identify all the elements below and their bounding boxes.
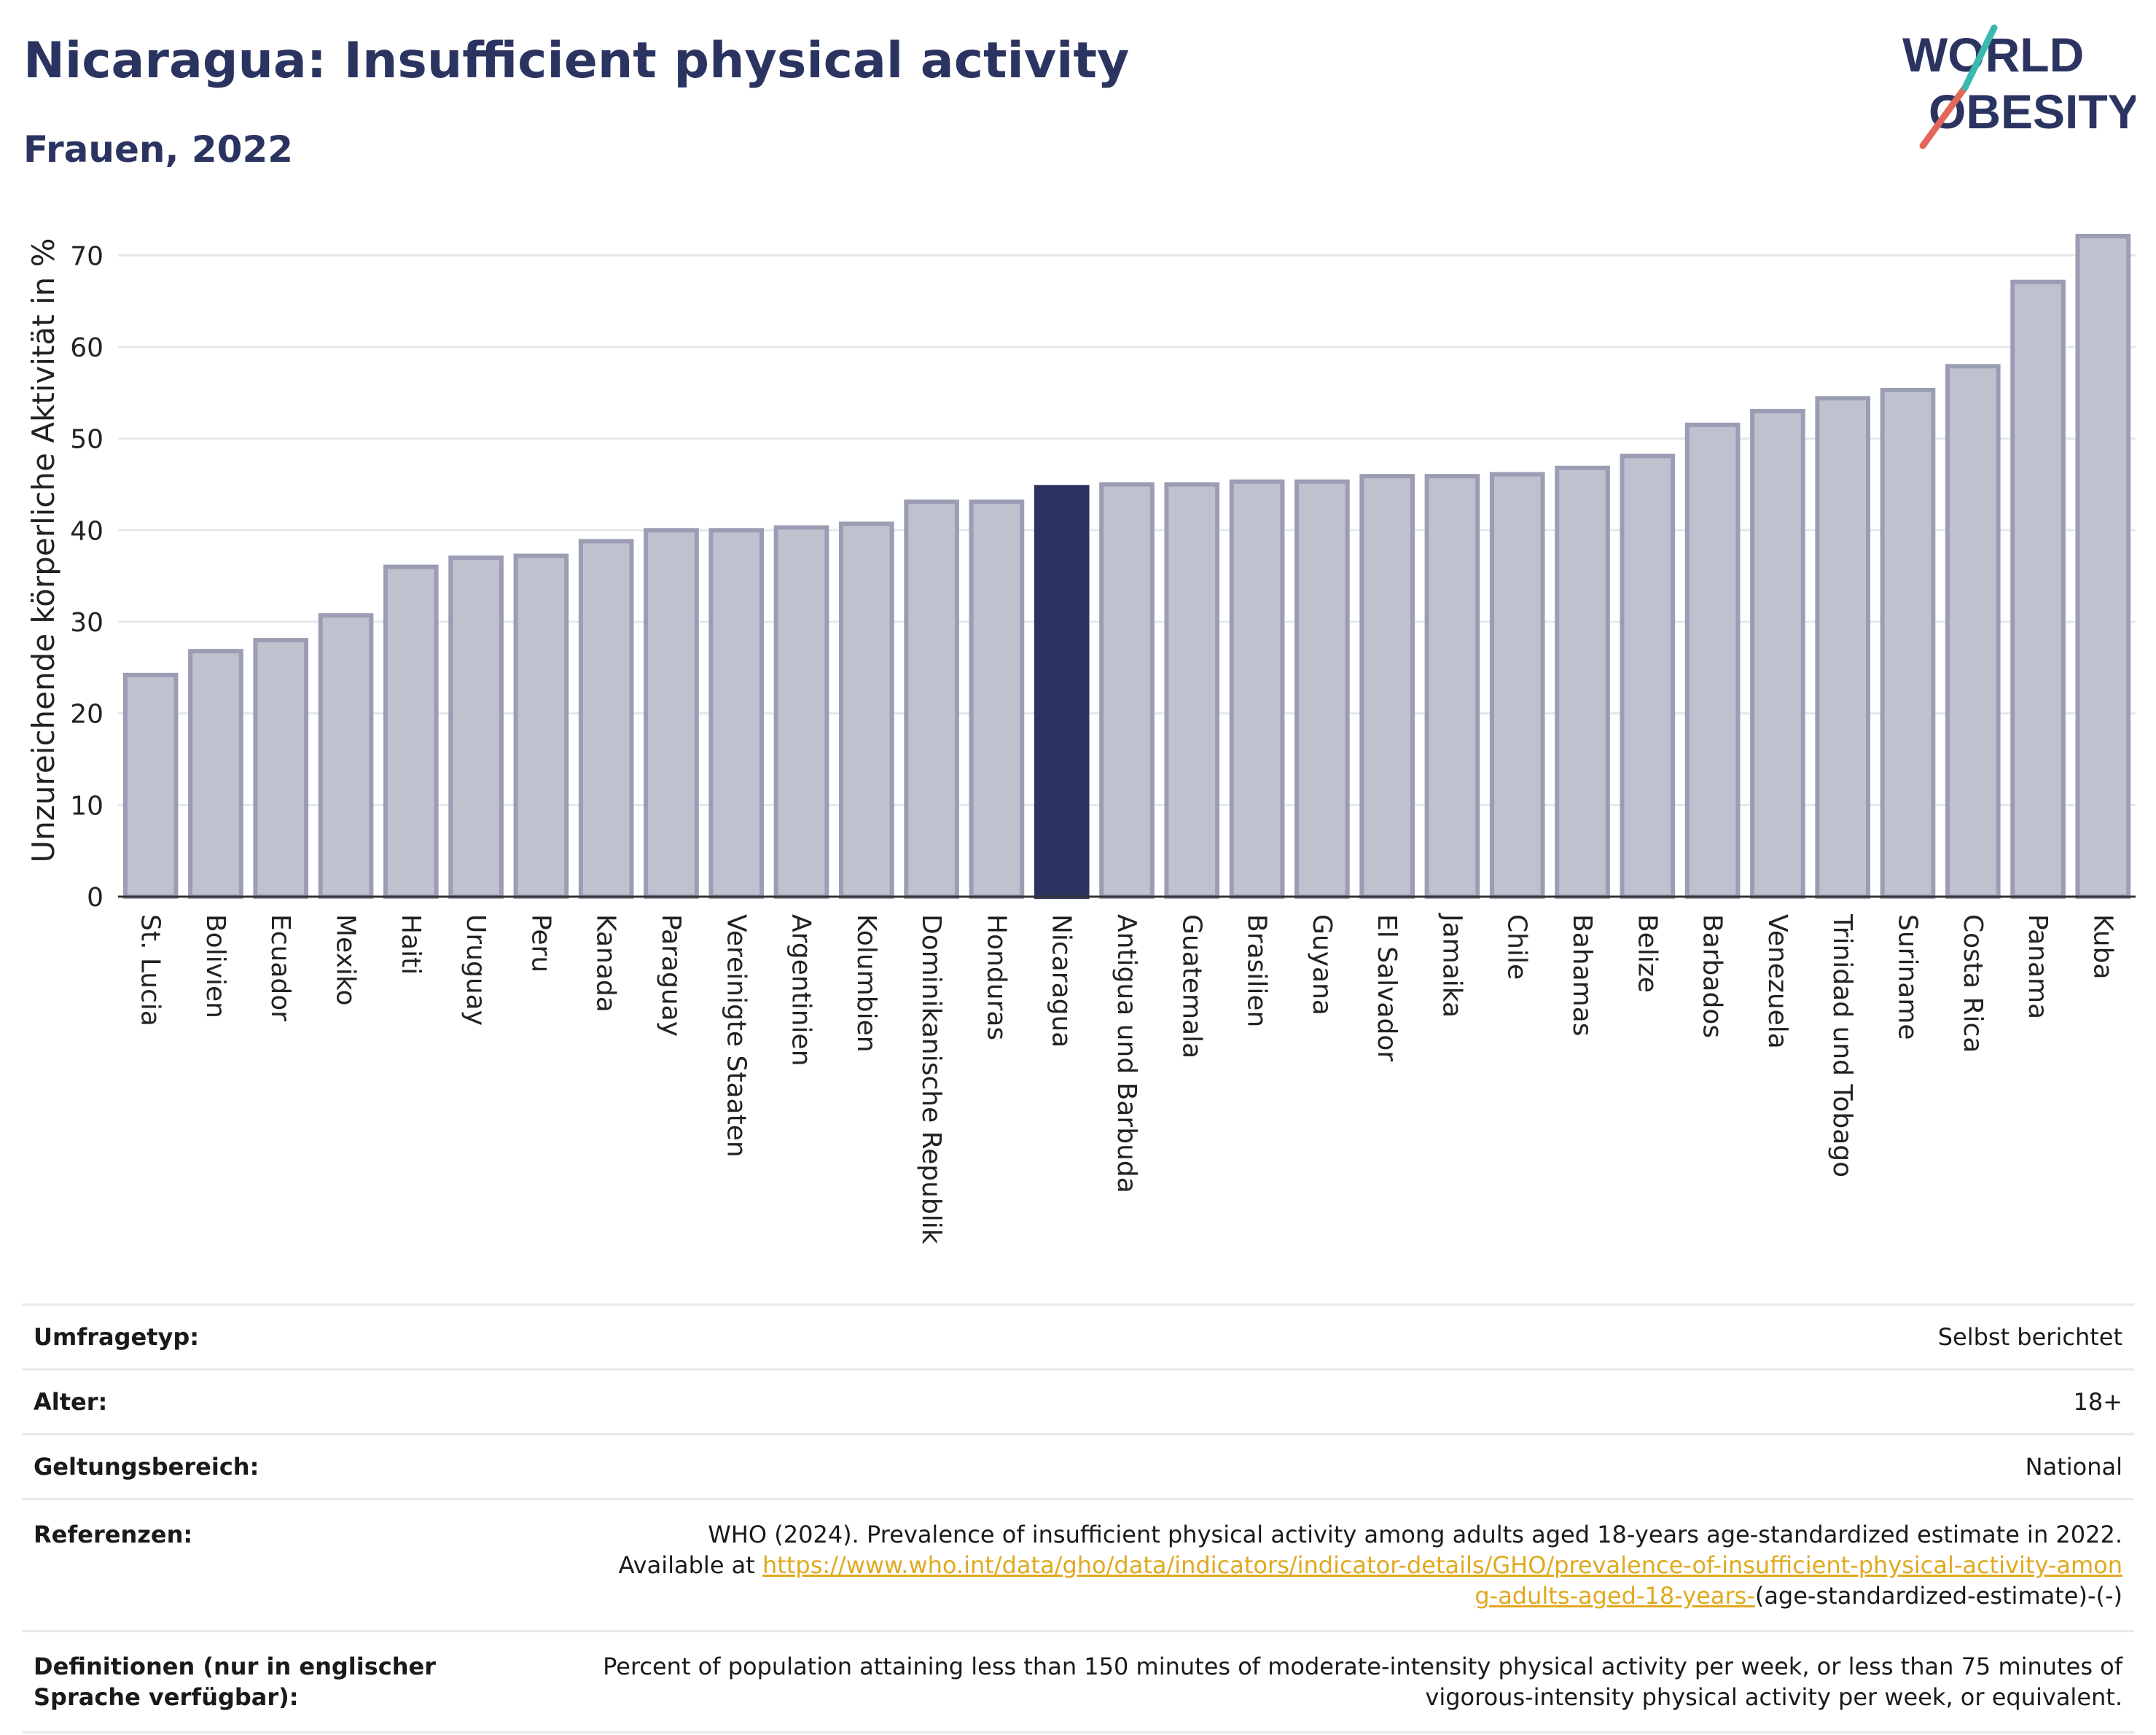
info-row-references: Referenzen: WHO (2024). Prevalence of in… xyxy=(22,1498,2134,1630)
bar-highlight xyxy=(1034,485,1090,899)
x-tick-label: Guyana xyxy=(1307,914,1337,1015)
x-tick-label: Haiti xyxy=(396,914,426,975)
y-tick-label: 60 xyxy=(70,333,103,363)
bar xyxy=(1555,465,1610,899)
bar xyxy=(1359,474,1415,899)
bar xyxy=(1099,482,1155,899)
bar xyxy=(1164,482,1220,899)
bar xyxy=(513,553,569,900)
x-tick-label: Suriname xyxy=(1892,914,1922,1040)
y-tick-label: 0 xyxy=(87,883,103,913)
definitions-value: Percent of population attaining less tha… xyxy=(603,1653,2122,1711)
y-tick-label: 10 xyxy=(70,791,103,821)
x-tick-label: Ecuador xyxy=(265,914,295,1021)
x-tick-label: Barbados xyxy=(1698,914,1727,1038)
definitions-label: Definitionen (nur in englischer Sprache … xyxy=(34,1653,436,1711)
bar xyxy=(1815,396,1871,899)
references-label: Referenzen: xyxy=(34,1521,193,1548)
bar xyxy=(253,638,309,899)
survey-type-label: Umfragetyp: xyxy=(34,1323,200,1351)
x-tick-label: Trinidad und Tobago xyxy=(1827,913,1857,1177)
x-tick-label: Honduras xyxy=(981,914,1011,1040)
bar xyxy=(1620,453,1676,899)
bar xyxy=(1489,472,1545,899)
x-tick-label: Mexiko xyxy=(331,914,361,1005)
scope-label: Geltungsbereich: xyxy=(34,1453,259,1481)
x-tick-label: Nicaragua xyxy=(1047,914,1077,1048)
axes: 0 10 20 30 40 50 60 70 St. Lucia Bolivien Ecuador M… xyxy=(70,241,2136,1244)
bar xyxy=(644,528,699,899)
bar xyxy=(969,499,1025,899)
bar xyxy=(839,521,894,899)
references-suffix: (age-standardized-estimate)-(-) xyxy=(1754,1582,2122,1610)
bar xyxy=(708,528,765,899)
x-tick-label: St. Lucia xyxy=(136,914,165,1026)
survey-type-value: Selbst berichtet xyxy=(1937,1323,2122,1351)
logo-slash-red xyxy=(1919,84,1969,149)
x-tick-label: Kanada xyxy=(591,914,621,1013)
bar xyxy=(188,649,243,900)
bar xyxy=(2010,279,2066,900)
references-text: WHO (2024). Prevalence of insufficient p… xyxy=(618,1521,2122,1579)
bar xyxy=(122,672,179,899)
x-tick-label: Belize xyxy=(1632,914,1662,993)
x-tick-label: Dominikanische Republik xyxy=(916,914,946,1244)
x-tick-label: Guatemala xyxy=(1176,914,1206,1058)
bar xyxy=(578,539,634,899)
references-link[interactable]: https://www.who.int/data/gho/data/indica… xyxy=(762,1551,2122,1610)
bar xyxy=(773,525,829,899)
info-table: Umfragetyp: Selbst berichtet Alter: 18+ … xyxy=(22,1303,2134,1734)
world-obesity-logo: WORLD OBESITY xyxy=(1902,22,2140,153)
age-label: Alter: xyxy=(34,1388,108,1416)
bar xyxy=(904,499,959,899)
x-tick-label: Paraguay xyxy=(656,914,686,1037)
references-value: WHO (2024). Prevalence of insufficient p… xyxy=(558,1519,2122,1611)
x-tick-label: El Salvador xyxy=(1372,914,1402,1061)
bar xyxy=(1684,422,1741,899)
bar xyxy=(1424,474,1480,899)
x-tick-label: Chile xyxy=(1502,914,1532,980)
x-tick-label: Argentinien xyxy=(786,914,816,1067)
x-tick-label: Jamaika xyxy=(1437,913,1466,1018)
x-tick-label: Bolivien xyxy=(200,914,230,1018)
age-value: 18+ xyxy=(2073,1388,2122,1416)
chart-subtitle: Frauen, 2022 xyxy=(23,128,294,171)
logo-slash-teal xyxy=(1961,24,1998,91)
x-tick-label: Brasilien xyxy=(1242,914,1272,1027)
bar xyxy=(2075,233,2131,900)
bar xyxy=(1945,364,2001,899)
bars xyxy=(122,233,2131,900)
bar xyxy=(1750,408,1805,899)
bar xyxy=(1229,479,1285,899)
info-row-scope: Geltungsbereich: National xyxy=(22,1433,2134,1498)
x-tick-label: Costa Rica xyxy=(1958,914,1988,1053)
bar xyxy=(383,564,439,899)
y-tick-label: 20 xyxy=(70,700,103,730)
x-tick-label: Panama xyxy=(2023,914,2053,1019)
x-tick-label: Vereinigte Staaten xyxy=(721,914,751,1158)
scope-value: National xyxy=(2025,1453,2122,1481)
y-tick-label: 70 xyxy=(70,241,103,271)
info-row-age: Alter: 18+ xyxy=(22,1368,2134,1433)
y-tick-label: 40 xyxy=(70,516,103,546)
bar xyxy=(1880,388,1936,899)
x-tick-label: Venezuela xyxy=(1762,914,1792,1049)
bar xyxy=(318,613,374,899)
y-tick-label: 30 xyxy=(70,608,103,638)
x-tick-label: Kuba xyxy=(2087,914,2117,980)
info-row-definitions: Definitionen (nur in englischer Sprache … xyxy=(22,1630,2134,1734)
bar-chart: 0 10 20 30 40 50 60 70 St. Lucia Bolivien Ecuador M… xyxy=(26,233,2136,1244)
bar xyxy=(448,555,504,899)
bar xyxy=(1294,479,1350,899)
y-axis-title: Unzureichende körperliche Aktivität in % xyxy=(26,238,61,863)
x-tick-label: Antigua und Barbuda xyxy=(1112,914,1141,1193)
chart-title: Nicaragua: Insufficient physical activit… xyxy=(23,32,1130,90)
x-tick-label: Kolumbien xyxy=(851,914,881,1053)
x-tick-label: Uruguay xyxy=(461,914,491,1026)
x-tick-label: Peru xyxy=(526,914,555,972)
info-row-survey-type: Umfragetyp: Selbst berichtet xyxy=(22,1303,2134,1368)
x-tick-label: Bahamas xyxy=(1567,914,1597,1037)
y-tick-label: 50 xyxy=(70,425,103,455)
